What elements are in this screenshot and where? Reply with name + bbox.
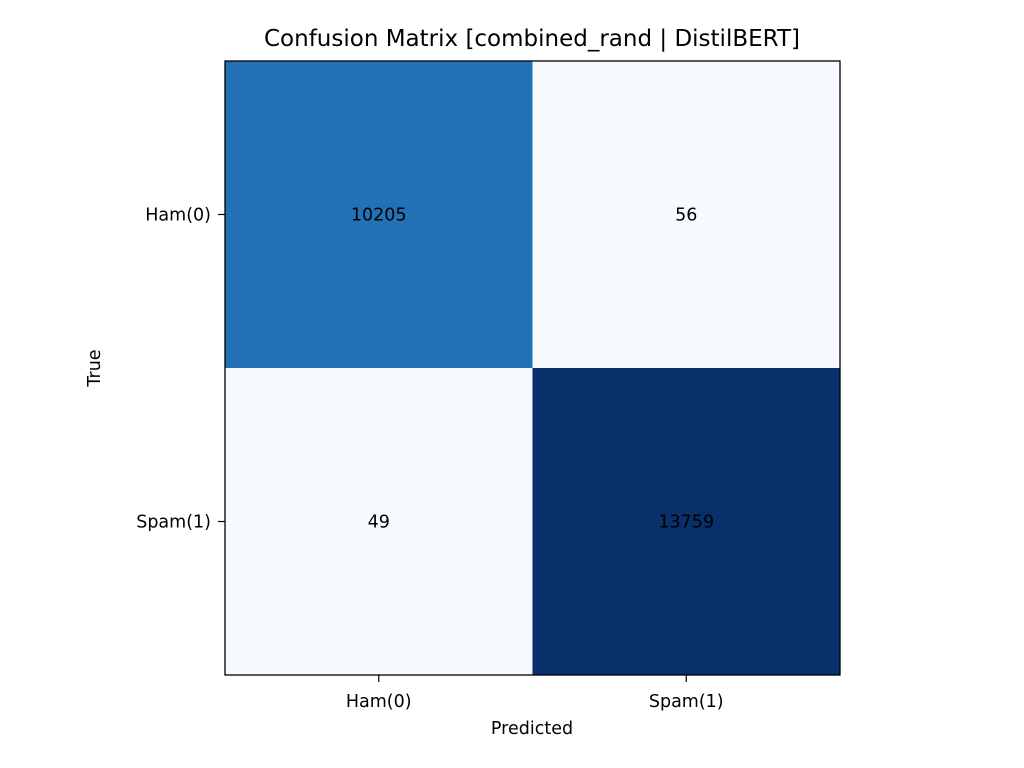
x-axis-ticks: Ham(0) Spam(1) — [346, 675, 724, 712]
cell-value-labels: 10205 56 49 13759 — [351, 206, 714, 533]
heatmap-cells — [225, 61, 840, 675]
x-tick-label-0: Ham(0) — [346, 692, 412, 712]
plot-frame — [224, 60, 841, 676]
x-axis-label: Predicted — [491, 719, 573, 739]
y-axis-label: True — [85, 349, 105, 387]
y-tick-label-0: Ham(0) — [145, 206, 211, 226]
y-tick-label-1: Spam(1) — [136, 513, 211, 533]
chart-title: Confusion Matrix [combined_rand | Distil… — [264, 26, 800, 52]
cell-value-label-r0-c1: 56 — [675, 206, 697, 226]
x-tick-label-1: Spam(1) — [649, 692, 724, 712]
heatmap-cell-r0-c1 — [532, 61, 840, 368]
y-axis-ticks: Ham(0) Spam(1) — [136, 206, 225, 533]
heatmap-cell-r0-c0 — [225, 61, 533, 368]
cell-value-label-r1-c1: 13759 — [658, 513, 714, 533]
cell-value-label-r1-c0: 49 — [368, 513, 390, 533]
heatmap-cell-r1-c0 — [225, 368, 533, 675]
cell-value-label-r0-c0: 10205 — [351, 206, 407, 226]
heatmap-cell-r1-c1 — [532, 368, 840, 675]
